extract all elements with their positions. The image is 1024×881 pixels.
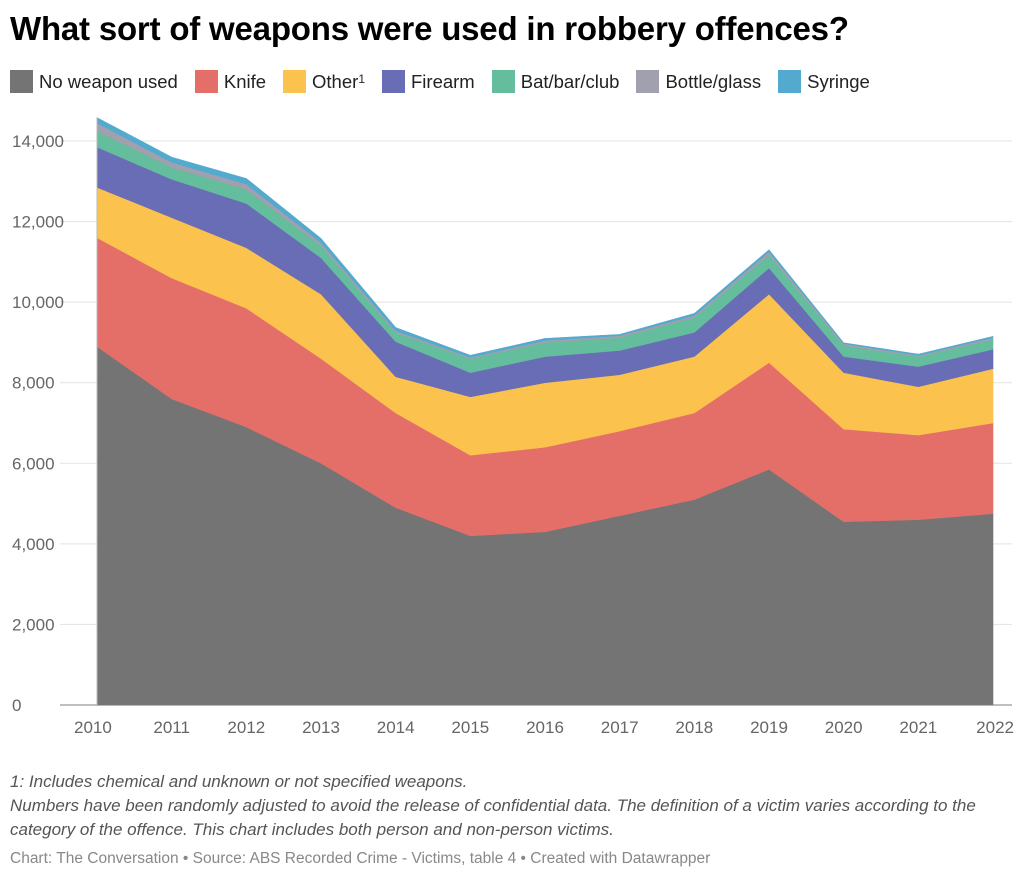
legend-swatch	[10, 70, 33, 93]
x-tick-label: 2021	[899, 718, 937, 737]
y-tick-label: 0	[12, 696, 21, 715]
area-syringe	[96, 117, 994, 358]
legend-item-bottle: Bottle/glass	[636, 70, 761, 93]
legend-label: Firearm	[411, 70, 475, 92]
legend-footnote-marker: 1	[358, 71, 365, 86]
legend: No weapon used Knife Other 1 Firearm Bat/…	[10, 70, 887, 93]
x-tick-label: 2012	[227, 718, 265, 737]
y-axis: 0 2,000 4,000 6,000 8,000 10,000 12,000 14,000	[12, 132, 64, 715]
legend-swatch	[283, 70, 307, 93]
legend-label: Bat/bar/club	[520, 70, 620, 92]
y-tick-label: 10,000	[12, 293, 64, 312]
y-tick-label: 2,000	[12, 615, 55, 634]
stacked-area-chart: 02,0004,0006,0008,00010,00012,00014,000 …	[12, 117, 1014, 737]
legend-label: No weapon used	[39, 70, 178, 92]
legend-label: Knife	[223, 70, 267, 92]
legend-label: Bottle/glass	[665, 70, 762, 92]
y-tick-label: 14,000	[12, 132, 64, 151]
source-line: Chart: The Conversation • Source: ABS Re…	[10, 850, 711, 867]
legend-item-syringe: Syringe	[778, 70, 870, 93]
legend-item-no-weapon: No weapon used	[10, 70, 178, 93]
x-tick-label: 2017	[601, 718, 639, 737]
legend-item-knife: Knife	[194, 70, 267, 93]
x-tick-label: 2020	[825, 718, 863, 737]
x-tick-label: 2011	[153, 718, 190, 737]
x-tick-label: 2015	[451, 718, 489, 737]
x-tick-label: 2013	[302, 718, 340, 737]
x-tick-label: 2019	[750, 718, 788, 737]
legend-swatch	[491, 70, 515, 93]
legend-swatch	[778, 70, 802, 93]
legend-item-firearm: Firearm	[382, 70, 475, 93]
y-tick-label: 6,000	[12, 454, 55, 473]
chart-title: What sort of weapons were used in robber…	[10, 10, 849, 47]
x-axis: 2010 2011 2012 2013 2014 2015 2016 2017 2018 2019…	[74, 718, 1014, 737]
x-tick-label: 2014	[377, 718, 415, 737]
x-tick-label: 2022	[976, 718, 1014, 737]
legend-swatch	[194, 70, 218, 93]
legend-swatch	[382, 70, 405, 93]
legend-item-other: Other 1	[283, 70, 365, 93]
x-tick-label: 2016	[526, 718, 564, 737]
legend-label: Other	[312, 70, 359, 92]
footnotes: 1: Includes chemical and unknown or not …	[10, 770, 1010, 842]
footnote: 1: Includes chemical and unknown or not …	[10, 772, 468, 791]
x-tick-label: 2010	[74, 718, 112, 737]
disclaimer: Numbers have been randomly adjusted to a…	[10, 796, 976, 839]
y-tick-label: 8,000	[12, 374, 55, 393]
x-tick-label: 2018	[675, 718, 713, 737]
legend-swatch	[636, 70, 660, 93]
y-tick-label: 4,000	[12, 535, 55, 554]
area-series	[96, 117, 994, 706]
y-tick-label: 12,000	[12, 213, 64, 232]
legend-label: Syringe	[807, 70, 870, 92]
legend-item-bat: Bat/bar/club	[491, 70, 620, 93]
